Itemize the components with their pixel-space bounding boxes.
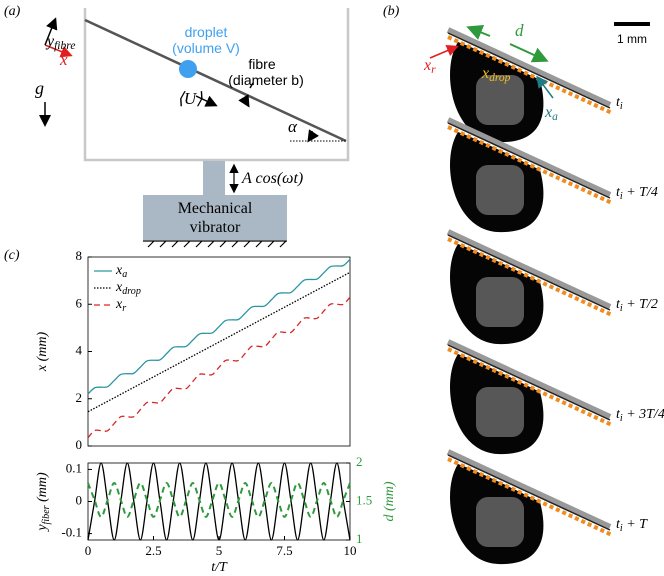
y2-tick-label: 1 <box>356 531 363 546</box>
frame-label: ti + T/2 <box>616 297 658 314</box>
droplet-dot <box>179 60 197 78</box>
y-tick-label: 8 <box>76 248 83 263</box>
y-tick-label: 0.1 <box>66 460 82 475</box>
velocity-arrow <box>195 95 218 107</box>
fibre-image <box>446 117 612 198</box>
x-tick-label: 5 <box>216 543 223 558</box>
fibre-image <box>446 339 612 420</box>
frame-label: ti + T <box>616 517 648 534</box>
frame <box>446 339 613 455</box>
frame-label: ti + T/4 <box>616 185 658 202</box>
angle-arc <box>307 129 319 143</box>
x-tick-label: 0 <box>85 543 92 558</box>
fibre-edge <box>447 344 611 421</box>
y-arrow <box>44 17 58 46</box>
fibre-edge <box>447 122 611 199</box>
angle-label: α <box>288 117 298 136</box>
fibre-fit <box>447 457 613 537</box>
x-tick-label: 10 <box>344 543 357 558</box>
fibre-image <box>446 27 612 108</box>
y-tick-label: 0 <box>76 492 83 507</box>
legend-label: xr <box>115 297 126 314</box>
advancing-arrow <box>536 75 554 99</box>
fibre-diameter: (diameter b) <box>228 72 303 88</box>
receding-label: xr <box>423 57 436 76</box>
y-tick-label: 2 <box>76 390 83 405</box>
forcing-label: A cos(ωt) <box>241 170 303 187</box>
frame <box>446 229 613 345</box>
series-line <box>87 296 351 439</box>
drop-label: xdrop <box>481 65 511 84</box>
frame <box>446 27 613 143</box>
y-tick-label: 4 <box>76 342 83 357</box>
x-arrow <box>44 44 73 58</box>
panel-label: (c) <box>4 248 20 263</box>
x-tick-label: 2.5 <box>145 543 161 558</box>
fibre-edge <box>447 234 611 311</box>
y-tick-label: 6 <box>76 295 83 310</box>
spacing-arrow <box>509 43 549 63</box>
drop-core <box>476 497 524 547</box>
series-line <box>87 482 351 518</box>
frame <box>446 449 613 565</box>
vibrator-body <box>143 195 287 240</box>
y-axis-label: yfiber (mm) <box>35 472 52 533</box>
fibre-fit <box>447 35 613 115</box>
fibre-edge <box>447 32 611 109</box>
ground-hatch <box>143 240 287 248</box>
x-axis-label: t/T <box>211 560 228 575</box>
velocity-label: ⟨U⟩ <box>177 89 203 108</box>
series-line <box>87 271 351 413</box>
plot-frame <box>87 462 351 541</box>
drop-core <box>476 75 524 125</box>
series-line <box>87 258 351 395</box>
y-axis-label: x (mm) <box>35 332 50 373</box>
y2-axis-label: d (mm) <box>382 481 397 521</box>
fibre-image <box>446 449 612 530</box>
drop-core <box>476 165 524 215</box>
spacing-label: d <box>515 21 524 40</box>
fibre-line <box>84 18 347 143</box>
advancing-label: xa <box>544 104 558 123</box>
axis-x: x <box>59 50 68 69</box>
gravity-label: g <box>35 78 44 98</box>
series-line <box>87 462 351 541</box>
frame <box>446 117 613 233</box>
y2-tick-label: 1.5 <box>356 492 372 507</box>
vibrator-label: vibrator <box>190 219 241 236</box>
y2-tick-label: 2 <box>356 454 363 469</box>
receding-arrow <box>429 44 459 59</box>
frame-label: ti + 3T/4 <box>616 407 664 424</box>
fibre-edge <box>447 454 611 531</box>
vibrator-stem <box>203 161 225 195</box>
x-tick-label: 7.5 <box>276 543 292 558</box>
panel-a: (a) x yfibre droplet (volume V) fibre (d… <box>4 4 350 248</box>
fibre-fit <box>447 237 613 317</box>
y-tick-label: -0.1 <box>61 525 82 540</box>
droplet-volume: (volume V) <box>172 40 240 56</box>
spacing-arrow <box>466 25 491 40</box>
fibre-fit <box>447 125 613 205</box>
fibre-fit <box>447 347 613 427</box>
y-tick-label: 0 <box>76 437 83 452</box>
frame-label: ti <box>616 95 623 112</box>
drop-core <box>476 387 524 437</box>
diameter-marks <box>245 82 253 105</box>
scale-bar-label: 1 mm <box>617 32 647 46</box>
tank <box>83 8 350 162</box>
legend-label: xa <box>115 263 127 280</box>
drop-core <box>476 277 524 327</box>
droplet-label: droplet <box>185 24 228 40</box>
fibre-label: fibre <box>248 56 275 72</box>
fibre-image <box>446 229 612 310</box>
vibrator-label: Mechanical <box>178 200 253 217</box>
panel-b: (b) 1 mm ti ti + T/4 ti + T/2 ti + 3T/4 ti +… <box>383 4 664 565</box>
axis-y: yfibre <box>45 33 75 52</box>
panel-label: (b) <box>383 4 400 19</box>
panel-label: (a) <box>4 4 21 19</box>
legend-label: xdrop <box>115 280 141 297</box>
